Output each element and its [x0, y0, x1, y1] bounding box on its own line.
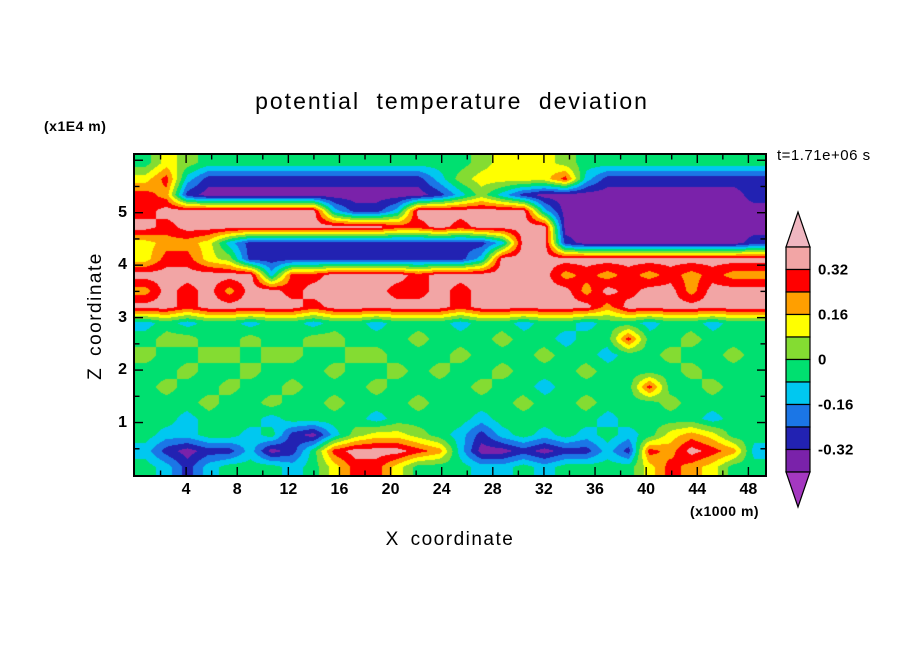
colorbar-tick-label: 0.32	[818, 261, 849, 278]
x-axis-title: X coordinate	[385, 529, 515, 550]
x-tick-label: 24	[432, 481, 451, 498]
y-tick-label: 4	[118, 256, 127, 274]
colorbar-tick-label: -0.16	[818, 396, 854, 413]
colorbar-tick-label: 0.16	[818, 306, 849, 323]
colorbar-tick-label: 0	[818, 351, 827, 368]
x-axis-unit-label: (x1000 m)	[690, 503, 760, 519]
z-axis-unit-label: (x1E4 m)	[44, 118, 107, 134]
z-axis-title: Z coordinate	[85, 252, 106, 380]
plot-border	[133, 153, 767, 477]
y-tick-label: 5	[118, 203, 127, 221]
x-tick-label: 16	[330, 481, 349, 498]
x-tick-label: 48	[739, 481, 758, 498]
time-annotation: t=1.71e+06 s	[777, 147, 871, 164]
colorbar-tick-label: -0.32	[818, 441, 854, 458]
chart-title: potential temperature deviation	[255, 88, 649, 114]
x-tick-label: 4	[181, 481, 191, 498]
y-tick-label: 1	[118, 413, 127, 431]
x-tick-label: 12	[279, 481, 298, 498]
x-tick-label: 44	[688, 481, 707, 498]
colorbar	[785, 210, 811, 509]
y-tick-label: 3	[118, 308, 127, 326]
x-tick-label: 28	[483, 481, 502, 498]
x-tick-label: 36	[586, 481, 604, 498]
x-tick-label: 8	[232, 481, 242, 498]
contour-field	[135, 155, 765, 475]
x-tick-label: 20	[381, 481, 400, 498]
x-tick-label: 32	[535, 481, 553, 498]
y-tick-label: 2	[118, 361, 127, 379]
x-tick-label: 40	[637, 481, 656, 498]
